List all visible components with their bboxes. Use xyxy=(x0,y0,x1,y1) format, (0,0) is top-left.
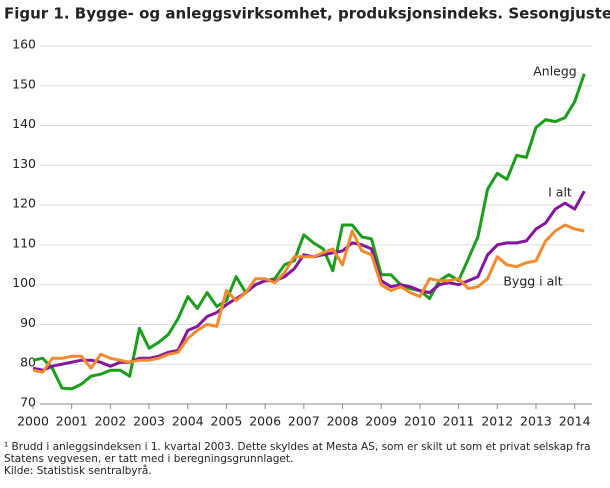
y-tick-label: 70 xyxy=(20,395,36,410)
x-tick-label: 2007 xyxy=(288,414,320,429)
x-tick-label: 2004 xyxy=(172,414,204,429)
y-tick-label: 150 xyxy=(12,76,36,91)
x-tick-label: 2010 xyxy=(404,414,436,429)
series-label: Bygg i alt xyxy=(503,274,562,289)
series-label: Anlegg xyxy=(533,64,577,79)
x-tick-label: 2011 xyxy=(443,414,475,429)
y-tick-label: 90 xyxy=(20,315,36,330)
y-tick-label: 100 xyxy=(12,275,36,290)
x-tick-label: 2008 xyxy=(327,414,359,429)
series-label: I alt xyxy=(548,185,572,200)
series-line xyxy=(32,223,585,374)
x-tick-label: 2005 xyxy=(211,414,243,429)
x-tick-label: 2014 xyxy=(559,414,591,429)
x-tick-label: 2001 xyxy=(56,414,88,429)
footnote: ¹ Brudd i anleggsindeksen i 1. kvartal 2… xyxy=(4,441,591,453)
x-tick-label: 2006 xyxy=(249,414,281,429)
y-tick-label: 120 xyxy=(12,196,36,211)
footnote: Kilde: Statistisk sentralbyrå. xyxy=(4,464,152,477)
y-tick-label: 130 xyxy=(12,156,36,171)
y-tick-label: 140 xyxy=(12,116,36,131)
series-line xyxy=(32,190,586,372)
x-tick-label: 2002 xyxy=(94,414,126,429)
y-tick-label: 80 xyxy=(20,355,36,370)
x-tick-label: 2003 xyxy=(133,414,165,429)
y-tick-label: 160 xyxy=(12,37,36,52)
footnote: Statens vegvesen, er tatt med i beregnin… xyxy=(4,453,293,465)
x-tick-label: 2012 xyxy=(481,414,513,429)
y-tick-label: 110 xyxy=(12,235,36,250)
x-tick-label: 2000 xyxy=(17,414,49,429)
series-line xyxy=(32,73,586,391)
x-tick-label: 2009 xyxy=(365,414,397,429)
chart-title: Figur 1. Bygge- og anleggsvirksomhet, pr… xyxy=(4,5,610,23)
x-tick-label: 2013 xyxy=(520,414,552,429)
